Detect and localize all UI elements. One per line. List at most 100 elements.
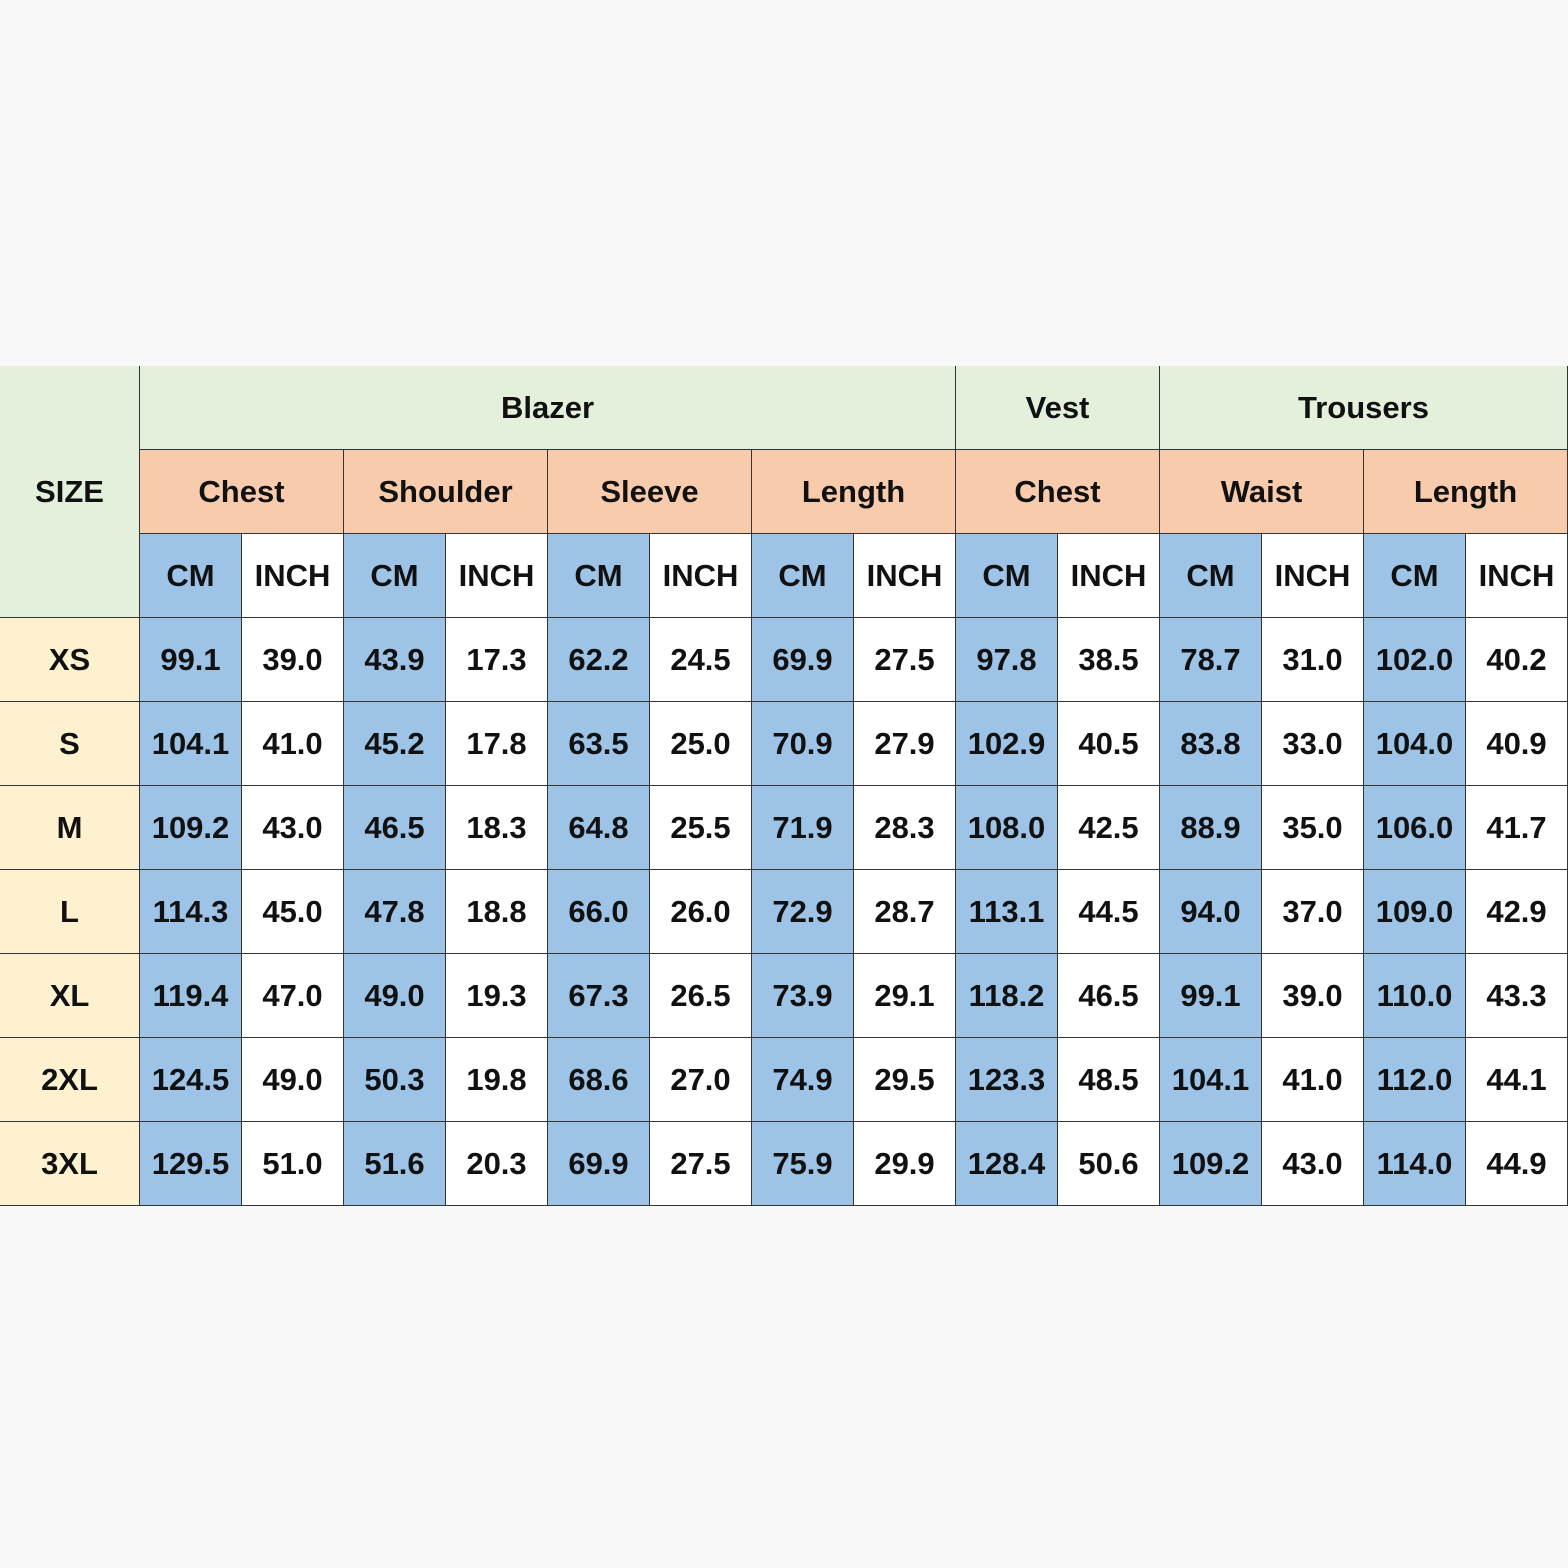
value-cell: 17.3 [446,618,548,702]
value-cell: 47.8 [344,870,446,954]
value-cell: 118.2 [956,954,1058,1038]
value-cell: 108.0 [956,786,1058,870]
value-cell: 114.0 [1364,1122,1466,1206]
value-cell: 71.9 [752,786,854,870]
value-cell: 50.3 [344,1038,446,1122]
value-cell: 38.5 [1058,618,1160,702]
value-cell: 19.3 [446,954,548,1038]
size-label: XS [0,618,140,702]
value-cell: 29.5 [854,1038,956,1122]
value-cell: 27.9 [854,702,956,786]
value-cell: 124.5 [140,1038,242,1122]
value-cell: 35.0 [1262,786,1364,870]
value-cell: 44.1 [1466,1038,1568,1122]
value-cell: 43.0 [1262,1122,1364,1206]
value-cell: 97.8 [956,618,1058,702]
measure-header: Length [752,450,956,534]
value-cell: 25.5 [650,786,752,870]
value-cell: 45.2 [344,702,446,786]
measure-header: Sleeve [548,450,752,534]
unit-header: INCH [1466,534,1568,618]
value-cell: 26.0 [650,870,752,954]
group-header: Trousers [1160,366,1568,450]
value-cell: 37.0 [1262,870,1364,954]
value-cell: 41.7 [1466,786,1568,870]
measure-header: Shoulder [344,450,548,534]
measure-header: Length [1364,450,1568,534]
group-header: Vest [956,366,1160,450]
unit-header: INCH [650,534,752,618]
value-cell: 41.0 [1262,1038,1364,1122]
value-cell: 33.0 [1262,702,1364,786]
size-label: S [0,702,140,786]
value-cell: 99.1 [140,618,242,702]
value-cell: 29.9 [854,1122,956,1206]
unit-header: CM [956,534,1058,618]
unit-header: CM [752,534,854,618]
value-cell: 45.0 [242,870,344,954]
value-cell: 43.3 [1466,954,1568,1038]
value-cell: 42.5 [1058,786,1160,870]
value-cell: 24.5 [650,618,752,702]
unit-header: CM [1160,534,1262,618]
value-cell: 28.3 [854,786,956,870]
value-cell: 83.8 [1160,702,1262,786]
unit-header: CM [548,534,650,618]
value-cell: 43.9 [344,618,446,702]
value-cell: 44.5 [1058,870,1160,954]
value-cell: 29.1 [854,954,956,1038]
value-cell: 109.2 [1160,1122,1262,1206]
value-cell: 39.0 [1262,954,1364,1038]
value-cell: 72.9 [752,870,854,954]
corner-header: SIZE [0,366,140,618]
value-cell: 106.0 [1364,786,1466,870]
value-cell: 129.5 [140,1122,242,1206]
value-cell: 75.9 [752,1122,854,1206]
measure-header: Waist [1160,450,1364,534]
value-cell: 39.0 [242,618,344,702]
value-cell: 69.9 [752,618,854,702]
size-table: SIZE Blazer Chest CM INCH Shoulder CM INCH Sleev… [0,366,1568,1206]
measure-header: Chest [956,450,1160,534]
value-cell: 18.8 [446,870,548,954]
value-cell: 40.5 [1058,702,1160,786]
unit-header: INCH [1058,534,1160,618]
value-cell: 50.6 [1058,1122,1160,1206]
value-cell: 27.5 [854,618,956,702]
value-cell: 73.9 [752,954,854,1038]
value-cell: 64.8 [548,786,650,870]
value-cell: 63.5 [548,702,650,786]
value-cell: 67.3 [548,954,650,1038]
value-cell: 51.0 [242,1122,344,1206]
value-cell: 27.5 [650,1122,752,1206]
value-cell: 31.0 [1262,618,1364,702]
value-cell: 109.2 [140,786,242,870]
unit-header: INCH [1262,534,1364,618]
value-cell: 104.0 [1364,702,1466,786]
value-cell: 110.0 [1364,954,1466,1038]
value-cell: 102.0 [1364,618,1466,702]
value-cell: 48.5 [1058,1038,1160,1122]
value-cell: 27.0 [650,1038,752,1122]
unit-header: CM [344,534,446,618]
value-cell: 74.9 [752,1038,854,1122]
value-cell: 19.8 [446,1038,548,1122]
value-cell: 119.4 [140,954,242,1038]
unit-header: INCH [446,534,548,618]
unit-header: INCH [854,534,956,618]
value-cell: 47.0 [242,954,344,1038]
value-cell: 25.0 [650,702,752,786]
value-cell: 78.7 [1160,618,1262,702]
value-cell: 113.1 [956,870,1058,954]
value-cell: 104.1 [140,702,242,786]
value-cell: 102.9 [956,702,1058,786]
value-cell: 17.8 [446,702,548,786]
value-cell: 99.1 [1160,954,1262,1038]
value-cell: 88.9 [1160,786,1262,870]
measure-header: Chest [140,450,344,534]
value-cell: 94.0 [1160,870,1262,954]
value-cell: 40.9 [1466,702,1568,786]
value-cell: 49.0 [242,1038,344,1122]
value-cell: 46.5 [1058,954,1160,1038]
